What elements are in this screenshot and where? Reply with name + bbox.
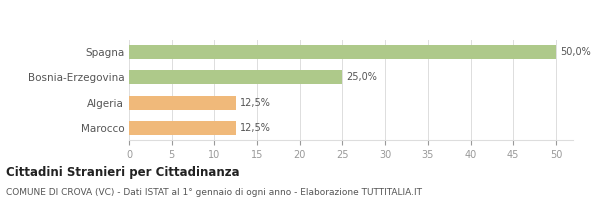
Text: Cittadini Stranieri per Cittadinanza: Cittadini Stranieri per Cittadinanza	[6, 166, 239, 179]
Bar	[129, 96, 236, 110]
Text: COMUNE DI CROVA (VC) - Dati ISTAT al 1° gennaio di ogni anno - Elaborazione TUTT: COMUNE DI CROVA (VC) - Dati ISTAT al 1° …	[6, 188, 422, 197]
Text: 12,5%: 12,5%	[240, 123, 271, 133]
Bar	[129, 45, 556, 59]
Text: 25,0%: 25,0%	[347, 72, 377, 82]
Bar	[129, 70, 343, 84]
Text: 12,5%: 12,5%	[240, 98, 271, 108]
Text: 50,0%: 50,0%	[560, 47, 591, 57]
Bar	[129, 121, 236, 135]
